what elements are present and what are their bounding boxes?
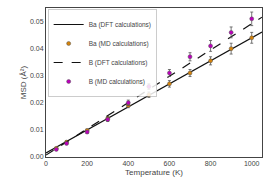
svg-text:0.01: 0.01 xyxy=(30,126,44,133)
svg-text:400: 400 xyxy=(122,160,134,167)
svg-text:0.03: 0.03 xyxy=(30,72,44,79)
svg-text:B (MD calculations): B (MD calculations) xyxy=(89,78,145,86)
svg-text:600: 600 xyxy=(164,160,176,167)
svg-text:0: 0 xyxy=(44,160,48,167)
svg-text:800: 800 xyxy=(205,160,217,167)
svg-text:200: 200 xyxy=(81,160,93,167)
svg-text:B (DFT calculations): B (DFT calculations) xyxy=(89,59,148,67)
svg-text:Ba (MD calculations): Ba (MD calculations) xyxy=(89,40,149,48)
svg-text:0.00: 0.00 xyxy=(30,153,44,160)
svg-text:0.04: 0.04 xyxy=(30,45,44,52)
svg-text:0.02: 0.02 xyxy=(30,99,44,106)
svg-text:MSD (Å²): MSD (Å²) xyxy=(19,66,28,100)
svg-text:Temperature (K): Temperature (K) xyxy=(125,168,183,177)
svg-text:0.05: 0.05 xyxy=(30,18,44,25)
svg-text:Ba (DFT calculations): Ba (DFT calculations) xyxy=(89,21,151,29)
svg-text:1000: 1000 xyxy=(244,160,260,167)
